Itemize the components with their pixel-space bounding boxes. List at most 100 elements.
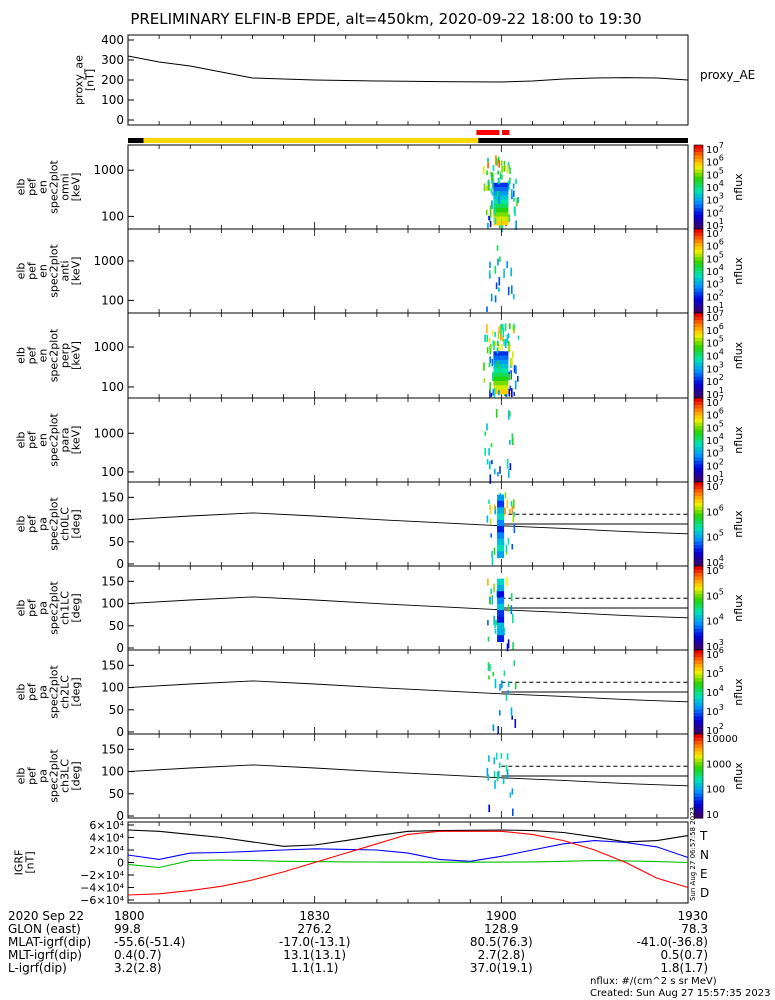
colorbar-cell — [694, 292, 703, 297]
colorbar-cell — [694, 316, 703, 321]
colorbar-cell — [694, 503, 703, 508]
spectrogram-cell — [512, 437, 514, 445]
colorbar-cell — [694, 653, 703, 658]
spectrogram-cell — [504, 492, 507, 499]
colorbar-cell — [694, 323, 703, 328]
colorbar-cell — [694, 454, 703, 459]
colorbar-cell — [694, 145, 703, 150]
colorbar-label-text: nflux — [732, 341, 745, 369]
colorbar-cell — [694, 814, 703, 819]
spectrogram-cell — [489, 389, 491, 398]
panel-ylabel-line: elb — [15, 432, 28, 449]
colorbar-cell — [694, 811, 703, 816]
colorbar-cell — [694, 618, 703, 623]
x-axis-row-label: MLAT-igrf(dip) — [8, 935, 91, 949]
spectrogram-cell — [507, 165, 509, 174]
colorbar-cell — [694, 278, 703, 283]
spectrogram-cell — [494, 506, 496, 515]
spectrogram-cell — [514, 718, 517, 728]
colorbar-cell — [694, 527, 703, 532]
spectrogram-cell — [510, 605, 513, 615]
proxy-ae-ylabel: proxy_ae[nT] — [73, 55, 97, 105]
spectrogram-cell — [499, 256, 501, 262]
colorbar-cell — [694, 190, 703, 195]
panel-ylabel-line: pa — [37, 769, 50, 783]
spectrogram-cell — [487, 578, 489, 586]
status-segment — [143, 138, 479, 143]
panel-ylabel-line: spec2plot — [48, 328, 61, 382]
colorbar-tick-label: 100 — [706, 785, 725, 796]
colorbar-cell — [694, 545, 703, 550]
colorbar-cell — [694, 348, 703, 353]
panel-ylabel-line: spec2plot — [48, 244, 61, 298]
colorbar-cell — [694, 194, 703, 199]
footer-units: nflux: #/(cm^2 s sr MeV) — [590, 976, 717, 987]
spectrogram-cell — [511, 285, 513, 294]
loss-cone-curve — [127, 764, 689, 787]
spectrogram-cell — [507, 333, 510, 339]
colorbar-cell — [694, 229, 703, 234]
spectrogram-cell — [490, 392, 493, 397]
spectrogram-cell — [512, 808, 514, 817]
y-tick-label: 0 — [116, 809, 124, 823]
spectrogram-core — [497, 191, 505, 196]
colorbar-cell — [694, 510, 703, 515]
spectrogram-cell — [510, 593, 513, 601]
spectrogram-core — [501, 208, 509, 213]
spectrogram-cell — [490, 443, 493, 448]
loss-cone-curve — [127, 512, 689, 535]
colorbar-cell — [694, 299, 703, 304]
colorbar-cell — [694, 422, 703, 427]
colorbar-cell — [694, 685, 703, 690]
spectrogram-core — [501, 381, 509, 386]
spectrogram-cell — [497, 170, 499, 175]
colorbar-cell — [694, 239, 703, 244]
y-tick-label: 100 — [101, 681, 124, 695]
spectrogram-cell — [498, 326, 500, 334]
spectrogram-cell — [493, 504, 496, 511]
spectrogram-core — [493, 212, 501, 217]
colorbar-tick-label: 106 — [706, 503, 724, 518]
colorbar-cell — [694, 807, 703, 812]
colorbar-cell — [694, 412, 703, 417]
x-axis-row-value: 99.8 — [114, 922, 141, 936]
colorbar-cell — [694, 597, 703, 602]
status-marker — [501, 130, 510, 135]
panel-ylabel-line: pef — [26, 177, 39, 196]
y-tick-label: 50 — [109, 787, 124, 801]
colorbar-cell — [694, 313, 703, 318]
spectrogram-core — [497, 532, 505, 540]
spectrogram-core — [497, 507, 505, 514]
spectrogram-cell — [489, 356, 491, 362]
spectrogram-core — [501, 359, 509, 365]
spectrogram-cell — [508, 180, 510, 191]
spectrogram-core — [501, 187, 509, 192]
spectrogram-cell — [496, 619, 498, 625]
colorbar-cell — [694, 155, 703, 160]
spectrogram-core — [501, 385, 509, 391]
spectrogram-core — [501, 182, 509, 188]
colorbar-cell — [694, 688, 703, 693]
spectrogram-cell — [499, 172, 502, 180]
colorbar-cell — [694, 804, 703, 809]
panel-ylabel-line: pef — [26, 766, 39, 785]
spectrogram-cell — [513, 323, 516, 332]
spectrogram-cell — [491, 460, 493, 465]
spectrogram-cell — [493, 771, 496, 778]
y-tick-label: −6×10⁴ — [80, 894, 124, 907]
x-axis-row-value: -17.0(-13.1) — [279, 935, 350, 949]
y-tick-label: 0 — [116, 641, 124, 655]
spectrogram-cell — [511, 715, 513, 720]
colorbar-cell — [694, 387, 703, 392]
x-axis-annotation: 2020 Sep 22 1800 1830 1900 1930 GLON (east) 99… — [8, 909, 708, 975]
spectrogram-cell — [503, 165, 505, 172]
spectrogram-core — [493, 368, 501, 374]
panel-ylabel-line: [deg] — [70, 593, 83, 622]
colorbar-cell — [694, 681, 703, 686]
spectrogram-cell — [486, 347, 489, 354]
colorbar-cell — [694, 176, 703, 181]
x-axis-row-value: 1900 — [486, 909, 517, 923]
colorbar-cell — [694, 271, 703, 276]
